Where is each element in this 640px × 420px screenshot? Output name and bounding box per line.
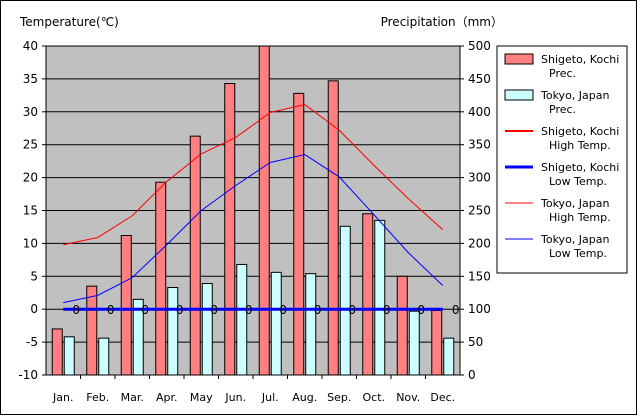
zero-value-label: 0 [210, 303, 218, 317]
left-tick-label: 15 [23, 204, 38, 218]
bar-1-sep [339, 225, 351, 376]
zero-value-label: 0 [107, 303, 115, 317]
x-tick-label: Sep. [327, 391, 351, 404]
x-tick-label: Jan. [52, 391, 73, 404]
bar-1-dec [443, 337, 455, 376]
left-tick-label: -10 [18, 368, 38, 382]
left-tick-label: 20 [23, 171, 38, 185]
right-tick-label: 200 [468, 236, 491, 250]
bar-0-jun [224, 83, 236, 376]
right-tick-label: 350 [468, 138, 491, 152]
legend-box [496, 45, 628, 274]
zero-value-label: 0 [245, 303, 253, 317]
bar-1-jul [270, 271, 282, 376]
left-tick-label: 30 [23, 105, 38, 119]
right-tick-label: 250 [468, 204, 491, 218]
bar-1-may [201, 283, 213, 376]
x-tick-label: Jun. [224, 391, 246, 404]
left-tick-label: 0 [30, 302, 38, 316]
bar-1-apr [167, 286, 179, 376]
x-tick-label: Apr. [156, 391, 178, 404]
zero-labels: 0 0 0 0 0 0 0 0 0 0 0 0 [72, 303, 459, 317]
bar-layer [51, 45, 455, 376]
right-tick-label: 0 [468, 368, 476, 382]
right-tick-label: 100 [468, 302, 491, 316]
legend-swatch [504, 53, 534, 65]
bar-0-may [189, 135, 201, 376]
x-tick-label: Mar. [121, 391, 144, 404]
series-line-3 [63, 154, 444, 304]
legend-label: Tokyo, Japan Prec. [540, 89, 609, 116]
bar-1-aug [305, 273, 317, 376]
series-line-2 [63, 104, 444, 246]
legend-swatch [504, 89, 534, 101]
legend-label: Shigeto, Kochi High Temp. [541, 125, 619, 152]
bar-0-aug [293, 92, 305, 376]
x-tick-label: Dec. [430, 391, 455, 404]
line-layer [63, 104, 444, 311]
zero-value-label: 0 [383, 303, 391, 317]
right-tick-label: 450 [468, 72, 491, 86]
bar-1-mar [132, 298, 144, 376]
left-axis-ticks: 40 35 30 25 20 15 10 5 0 -5 -10 [18, 39, 46, 382]
zero-value-label: 0 [141, 303, 149, 317]
right-tick-label: 400 [468, 105, 491, 119]
left-tick-label: 10 [23, 236, 38, 250]
bar-0-dec [431, 310, 443, 376]
legend-label: Shigeto, Kochi Low Temp. [541, 161, 619, 188]
left-axis-title: Temperature(℃) [19, 15, 119, 29]
bar-0-sep [327, 80, 339, 376]
bar-1-feb [98, 337, 110, 376]
zero-value-label: 0 [417, 303, 425, 317]
zero-value-label: 0 [314, 303, 322, 317]
right-axis-title: Precipitation（mm） [381, 15, 503, 29]
bar-0-feb [86, 285, 98, 376]
left-tick-label: 5 [30, 269, 38, 283]
bar-1-oct [374, 219, 386, 376]
zero-value-label: 0 [279, 303, 287, 317]
bar-1-jan [63, 336, 75, 376]
x-tick-label: May [190, 391, 213, 404]
bar-1-jun [236, 263, 248, 376]
legend: Shigeto, Kochi Prec. Tokyo, Japan Prec. Shig… [504, 53, 619, 260]
bar-0-jan [51, 328, 63, 376]
x-tick-label: Jul. [261, 391, 279, 404]
zero-value-label: 0 [72, 303, 80, 317]
left-tick-label: 25 [23, 138, 38, 152]
right-tick-label: 50 [468, 335, 483, 349]
x-tick-label: Aug. [292, 391, 317, 404]
legend-label: Shigeto, Kochi Prec. [541, 53, 619, 80]
legend-label: Tokyo, Japan Low Temp. [540, 233, 609, 260]
zero-value-label: 0 [348, 303, 356, 317]
bar-0-apr [155, 181, 167, 376]
x-tick-label: Oct. [362, 391, 385, 404]
zero-value-label: 0 [176, 303, 184, 317]
bar-0-jul [258, 45, 270, 376]
x-axis-ticks: Jan. Feb. Mar. Apr. May Jun. Jul. Aug. Sep. Oct. N… [52, 375, 455, 404]
right-tick-label: 150 [468, 269, 491, 283]
legend-label: Tokyo, Japan High Temp. [540, 197, 611, 224]
right-tick-label: 500 [468, 39, 491, 53]
right-tick-label: 300 [468, 171, 491, 185]
bar-1-nov [408, 310, 420, 376]
bar-0-nov [396, 275, 408, 376]
left-tick-label: 40 [23, 39, 38, 53]
bar-0-mar [120, 235, 132, 376]
left-tick-label: 35 [23, 72, 38, 86]
bar-0-oct [362, 213, 374, 376]
left-tick-label: -5 [26, 335, 38, 349]
x-tick-label: Nov. [396, 391, 420, 404]
x-tick-label: Feb. [86, 391, 109, 404]
zero-value-label: 0 [452, 303, 460, 317]
